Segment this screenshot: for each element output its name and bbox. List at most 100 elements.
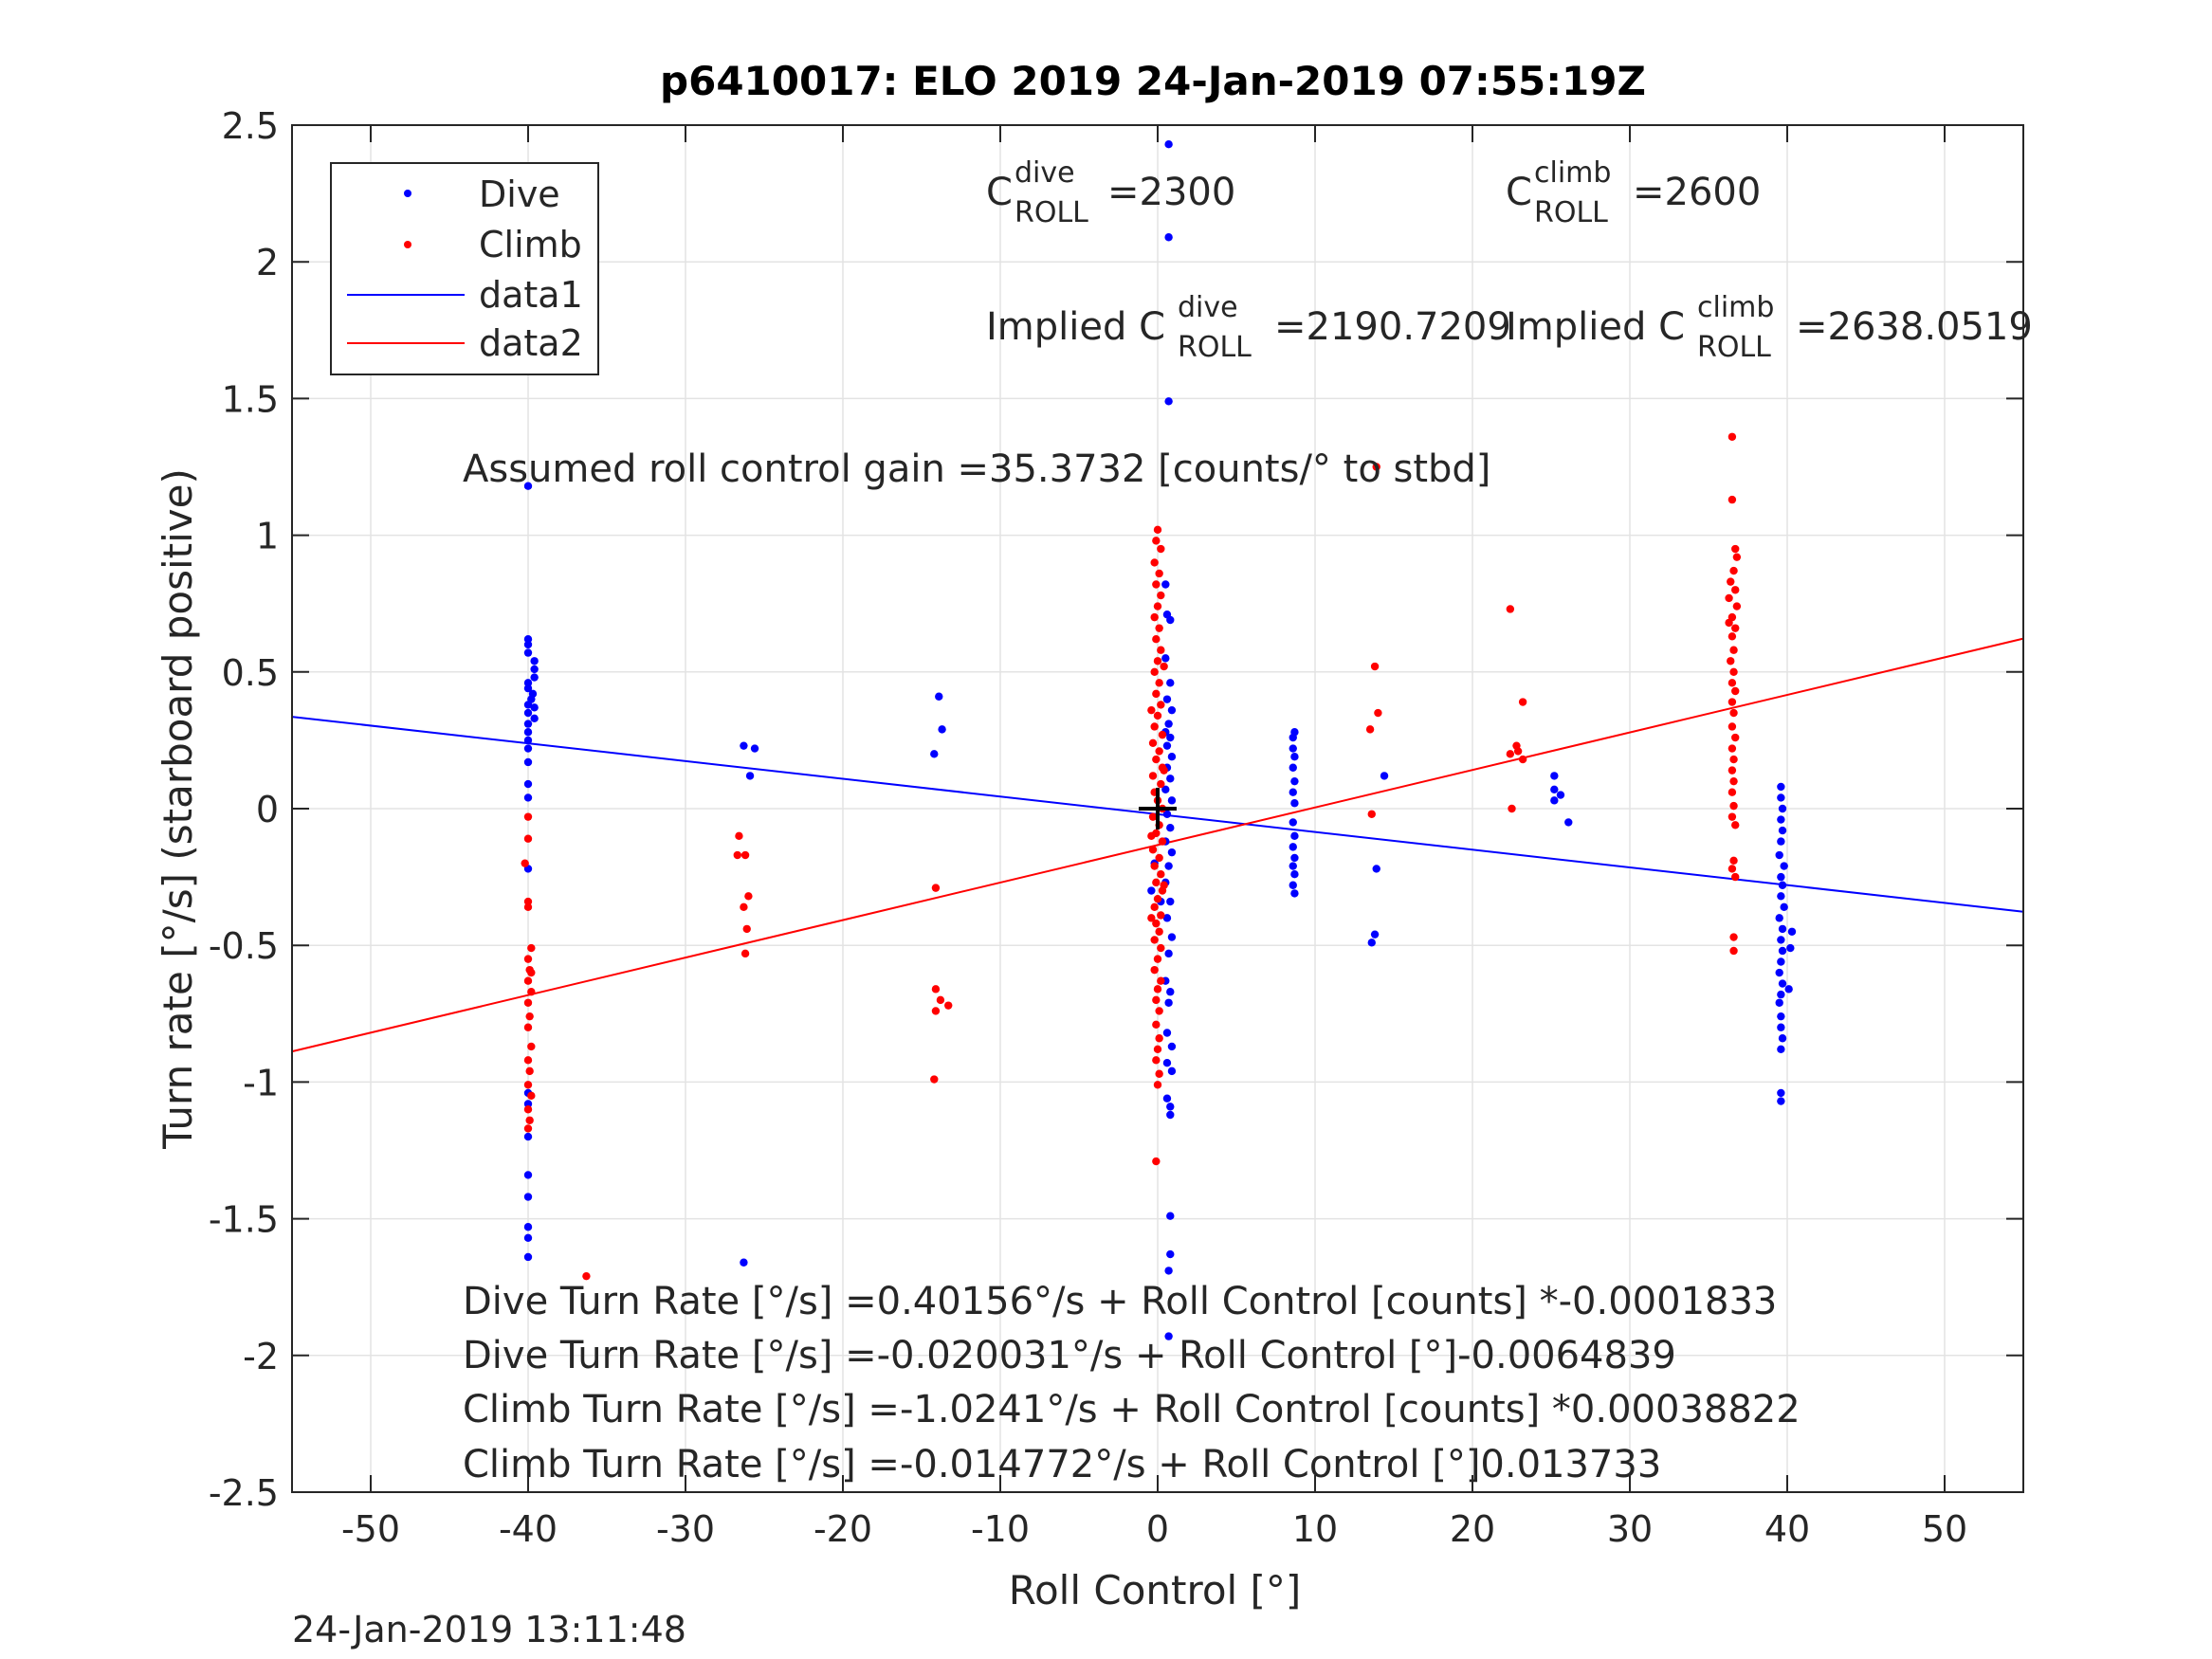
dive-point <box>523 736 533 745</box>
climb-point <box>1729 646 1738 654</box>
dive-point <box>1289 862 1297 870</box>
climb-point <box>523 902 533 912</box>
climb-point <box>1150 612 1159 622</box>
climb-point <box>1148 846 1158 854</box>
climb-point <box>1152 878 1161 887</box>
climb-point <box>1157 544 1165 554</box>
climb-point <box>1150 936 1159 944</box>
climb-point <box>527 1091 536 1101</box>
climb-point <box>523 812 533 821</box>
dive-point <box>523 1132 533 1141</box>
legend-data2-label: data2 <box>479 322 583 364</box>
dive-point <box>530 714 539 723</box>
dive-point <box>1164 949 1173 958</box>
climb-point <box>1152 580 1161 589</box>
implied-climb-sub: ROLL <box>1697 331 1771 364</box>
climb-point <box>1728 865 1737 873</box>
dive-point <box>523 634 533 644</box>
dive-point <box>523 793 533 802</box>
x-tick-label: 10 <box>1292 1508 1338 1550</box>
climb-point <box>523 834 533 843</box>
legend-dive-label: Dive <box>479 173 560 215</box>
climb-point <box>527 943 536 953</box>
dive-point <box>1778 979 1787 988</box>
climb-point <box>1160 662 1168 671</box>
climb-point <box>1728 766 1737 775</box>
dive-point <box>1162 695 1172 703</box>
dive-point <box>1777 815 1785 824</box>
dive-point <box>1289 881 1297 889</box>
dive-point <box>1290 753 1299 761</box>
climb-point <box>1148 772 1158 780</box>
dive-point <box>1550 796 1559 805</box>
dive-point <box>1166 1249 1175 1259</box>
climb-point <box>1729 708 1738 718</box>
climb-point <box>1508 804 1516 813</box>
climb-point <box>1729 566 1738 575</box>
dive-point <box>1775 850 1783 860</box>
legend-box <box>330 162 599 375</box>
y-tick-label: 1 <box>256 516 279 557</box>
dive-point <box>1164 998 1173 1007</box>
implied-dive-value: =2190.7209 <box>1274 305 1511 349</box>
annotation-eq1: Dive Turn Rate [°/s] =0.40156°/s + Roll … <box>463 1280 1777 1323</box>
climb-point <box>1506 605 1515 613</box>
dive-point <box>1167 1066 1177 1076</box>
dive-point <box>1162 1094 1172 1103</box>
y-tick-label: 0 <box>256 789 279 830</box>
dive-point <box>1778 804 1787 813</box>
dive-point <box>935 692 943 701</box>
climb-point <box>1729 667 1738 676</box>
climb-point <box>1152 689 1161 699</box>
climb-point <box>1729 933 1738 941</box>
climb-point <box>1160 881 1168 889</box>
dive-point <box>1778 1034 1787 1043</box>
annotation-gain: Assumed roll control gain =35.3732 [coun… <box>463 447 1490 491</box>
climb-point <box>1152 995 1161 1005</box>
dive-point <box>1367 939 1376 947</box>
y-tick-label: 1.5 <box>222 378 279 420</box>
dive-point <box>1161 654 1170 663</box>
dive-point <box>1166 775 1175 783</box>
dive-point <box>523 1193 533 1201</box>
y-tick-label: -2 <box>243 1336 279 1377</box>
climb-point <box>1153 894 1162 903</box>
climb-point <box>1157 911 1165 920</box>
dive-point <box>1290 776 1299 786</box>
dive-point <box>930 750 939 758</box>
implied-dive-sup: dive <box>1178 291 1238 324</box>
climb-point <box>1150 722 1159 731</box>
dive-point <box>1289 843 1297 851</box>
dive-point <box>1550 772 1559 780</box>
dive-point <box>1289 733 1297 742</box>
climb-point <box>1155 747 1163 756</box>
dive-point <box>1289 763 1297 772</box>
dive-point <box>1162 1059 1172 1067</box>
chart-title: p6410017: ELO 2019 24-Jan-2019 07:55:19Z <box>660 58 1646 104</box>
climb-point <box>1157 943 1165 953</box>
dive-point <box>1556 791 1565 799</box>
dive-point <box>1166 615 1175 625</box>
climb-point <box>1152 634 1161 644</box>
climb-point <box>1731 586 1740 594</box>
climb-point <box>1155 624 1163 632</box>
dive-point <box>1166 897 1175 906</box>
dive-point <box>523 1171 533 1179</box>
climb-point <box>930 1075 939 1084</box>
dive-point <box>1777 837 1785 846</box>
dive-point <box>1166 679 1175 687</box>
dive-point <box>1564 818 1573 827</box>
dive-point <box>1372 865 1380 873</box>
dive-point <box>1777 1088 1785 1098</box>
dive-point <box>1775 968 1783 977</box>
climb-point <box>740 902 748 912</box>
climb-point <box>527 1042 536 1051</box>
c-climb-value: =2600 <box>1633 171 1761 214</box>
climb-point <box>1155 679 1163 687</box>
dive-point <box>1780 862 1788 870</box>
y-tick-label: -1.5 <box>209 1199 279 1241</box>
climb-point <box>582 1271 591 1281</box>
climb-point <box>744 892 753 901</box>
climb-point <box>1374 708 1382 718</box>
dive-point <box>1164 139 1173 149</box>
